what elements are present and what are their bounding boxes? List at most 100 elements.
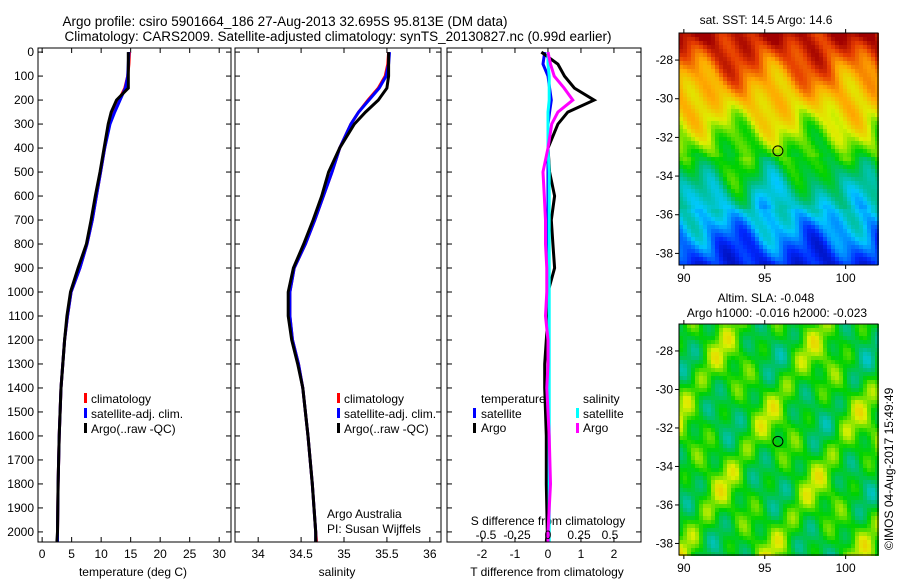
map-cell — [803, 396, 807, 400]
map-cell — [735, 69, 739, 73]
map-cell — [843, 201, 847, 205]
map-cell — [807, 344, 811, 348]
map-cell — [827, 109, 831, 113]
map-cell — [827, 336, 831, 340]
map-cell — [747, 396, 751, 400]
map-cell — [803, 205, 807, 209]
map-cell — [687, 261, 691, 265]
map-cell — [811, 193, 815, 197]
map-cell — [735, 408, 739, 412]
map-cell — [731, 129, 735, 133]
map-cell — [859, 109, 863, 113]
map-cell — [747, 177, 751, 181]
map-cell — [751, 237, 755, 241]
map-cell — [703, 356, 707, 360]
map-cell — [707, 324, 711, 328]
map-cell — [799, 125, 803, 129]
map-cell — [807, 384, 811, 388]
map-cell — [679, 129, 683, 133]
map-cell — [815, 181, 819, 185]
map-cell — [683, 69, 687, 73]
map-cell — [739, 141, 743, 145]
map-cell — [679, 61, 683, 65]
map-cell — [791, 388, 795, 392]
map-cell — [723, 65, 727, 69]
map-cell — [695, 360, 699, 364]
map-cell — [711, 161, 715, 165]
map-cell — [831, 185, 835, 189]
map-cell — [839, 85, 843, 89]
map-cell — [819, 448, 823, 452]
map-cell — [803, 169, 807, 173]
map-cell — [791, 205, 795, 209]
map-cell — [783, 81, 787, 85]
map-cell — [755, 161, 759, 165]
map-cell — [843, 420, 847, 424]
map-cell — [699, 225, 703, 229]
map-cell — [863, 185, 867, 189]
map-cell — [807, 113, 811, 117]
map-cell — [775, 221, 779, 225]
map-cell — [839, 233, 843, 237]
map-cell — [847, 125, 851, 129]
map-cell — [819, 37, 823, 41]
map-cell — [683, 49, 687, 53]
map-cell — [831, 376, 835, 380]
map-cell — [783, 165, 787, 169]
map-cell — [835, 380, 839, 384]
map-cell — [831, 45, 835, 49]
map-cell — [731, 456, 735, 460]
map-cell — [711, 444, 715, 448]
map-cell — [807, 348, 811, 352]
map-cell — [763, 133, 767, 137]
map-cell — [759, 109, 763, 113]
map-cell — [747, 384, 751, 388]
map-cell — [847, 376, 851, 380]
map-cell — [795, 117, 799, 121]
map-cell — [847, 133, 851, 137]
map-cell — [711, 408, 715, 412]
map-cell — [871, 360, 875, 364]
map-cell — [771, 404, 775, 408]
map-cell — [747, 121, 751, 125]
map-cell — [783, 49, 787, 53]
map-cell — [791, 193, 795, 197]
map-cell — [863, 169, 867, 173]
map-cell — [779, 432, 783, 436]
legend-label: Argo(..raw -QC) — [91, 422, 176, 436]
map-cell — [835, 392, 839, 396]
map-cell — [799, 117, 803, 121]
map-cell — [743, 356, 747, 360]
map-cell — [723, 45, 727, 49]
map-cell — [711, 328, 715, 332]
map-cell — [795, 436, 799, 440]
series-line-s-argo — [541, 51, 575, 542]
map-cell — [831, 153, 835, 157]
map-cell — [851, 400, 855, 404]
map-cell — [867, 396, 871, 400]
map-cell — [719, 69, 723, 73]
map-cell — [783, 448, 787, 452]
map-cell — [803, 464, 807, 468]
map-cell — [783, 61, 787, 65]
map-cell — [719, 261, 723, 265]
map-cell — [815, 452, 819, 456]
map-cell — [767, 324, 771, 328]
map-cell — [687, 169, 691, 173]
legend-label: satellite — [481, 407, 522, 421]
map-cell — [847, 153, 851, 157]
map-cell — [683, 105, 687, 109]
map-cell — [759, 125, 763, 129]
map-cell — [703, 201, 707, 205]
map-cell — [827, 221, 831, 225]
map-cell — [859, 141, 863, 145]
y-tick-label: 1600 — [7, 429, 34, 443]
map-cell — [731, 141, 735, 145]
map-cell — [755, 101, 759, 105]
map-cell — [763, 396, 767, 400]
map-cell — [775, 328, 779, 332]
map-cell — [715, 225, 719, 229]
map-cell — [707, 253, 711, 257]
map-cell — [851, 245, 855, 249]
map-cell — [807, 420, 811, 424]
